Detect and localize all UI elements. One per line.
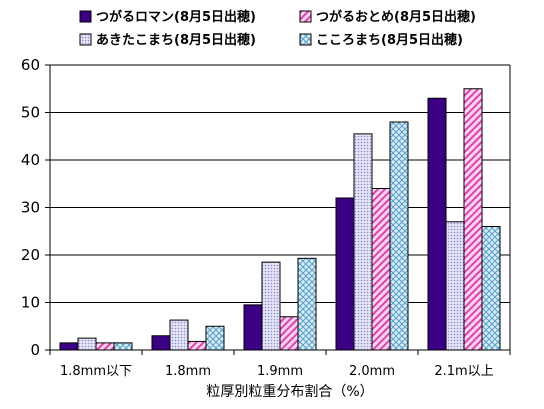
- y-tick-label: 60: [21, 56, 40, 74]
- y-tick-label: 10: [21, 294, 40, 312]
- legend-item: あきたこまち(8月5日出穂): [79, 32, 256, 48]
- y-tick-label: 0: [30, 341, 40, 359]
- legend-swatch: [79, 33, 92, 46]
- x-category-labels: 1.8mm以下 1.8mm 1.9mm 2.0mm 2.1m以上: [60, 364, 494, 379]
- legend-label: つがるおとめ(8月5日出穂): [316, 9, 476, 25]
- y-tick-label: 20: [21, 246, 40, 264]
- bar: [481, 226, 501, 351]
- bar: [261, 261, 281, 351]
- legend-swatch: [299, 33, 312, 46]
- bar: [371, 188, 391, 351]
- legend-label: あきたこまち(8月5日出穂): [96, 32, 256, 48]
- bar: [113, 342, 133, 351]
- x-category-label: 1.8mm以下: [60, 364, 132, 379]
- bar: [95, 342, 115, 351]
- bar: [187, 340, 207, 351]
- legend-label: つがるロマン(8月5日出穂): [96, 9, 256, 25]
- bar: [169, 319, 189, 351]
- y-tick-label: 30: [21, 199, 40, 217]
- bar: [389, 121, 409, 351]
- bar: [243, 304, 263, 351]
- legend-swatch: [299, 10, 312, 23]
- x-category-label: 2.0mm: [349, 364, 395, 379]
- bar: [297, 257, 317, 351]
- bar: [77, 337, 97, 351]
- bar: [205, 325, 225, 351]
- x-axis-title: 粒厚別粒重分布割合（%）: [206, 383, 373, 400]
- bar: [463, 88, 483, 351]
- bar: [151, 335, 171, 351]
- y-tick-label: 50: [21, 104, 40, 122]
- bar: [335, 197, 355, 351]
- legend-label: こころまち(8月5日出穂): [316, 32, 463, 48]
- bar: [445, 221, 465, 351]
- x-category-label: 1.8mm: [165, 364, 211, 379]
- legend: つがるロマン(8月5日出穂) つがるおとめ(8月5日出穂) あきたこまち(8月5日出…: [79, 9, 476, 48]
- legend-swatch: [79, 10, 92, 23]
- x-category-label: 1.9mm: [257, 364, 303, 379]
- y-tick-label: 40: [21, 151, 40, 169]
- bars: [59, 88, 501, 351]
- legend-item: こころまち(8月5日出穂): [299, 32, 463, 48]
- legend-item: つがるおとめ(8月5日出穂): [299, 9, 476, 25]
- bar: [353, 133, 373, 351]
- y-tick-labels: 0 10 20 30 40 50 60: [21, 56, 40, 359]
- axes: [45, 64, 511, 355]
- bar: [59, 342, 79, 351]
- bar: [279, 316, 299, 351]
- bar: [427, 97, 447, 351]
- legend-item: つがるロマン(8月5日出穂): [79, 9, 256, 25]
- x-category-label: 2.1m以上: [434, 364, 493, 379]
